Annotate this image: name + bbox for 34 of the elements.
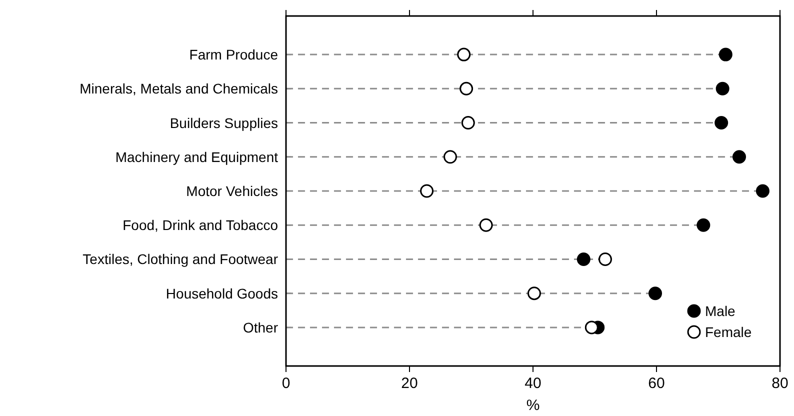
x-tick-label: 40: [524, 375, 542, 392]
y-tick-label: Builders Supplies: [170, 114, 278, 131]
y-tick-label: Farm Produce: [189, 46, 278, 63]
point: [714, 116, 728, 130]
point: [732, 150, 746, 164]
point: [696, 218, 710, 232]
y-tick-label: Other: [242, 319, 278, 336]
point: [598, 252, 612, 266]
y-tick-label: Motor Vehicles: [186, 183, 278, 199]
point: [716, 82, 730, 96]
point: [479, 218, 493, 232]
x-tick-label: 80: [772, 375, 788, 392]
y-tick-label: Textiles, Clothing and Footwear: [82, 251, 278, 268]
point: [718, 48, 732, 62]
y-tick-label: Machinery and Equipment: [115, 148, 278, 165]
point: [460, 82, 474, 96]
x-tick-label: 60: [648, 375, 665, 392]
y-tick-label: Minerals, Metals and Chemicals: [80, 80, 278, 97]
x-tick-label: 0: [282, 375, 290, 392]
legend-label: Male: [705, 303, 736, 319]
y-tick-label: Food, Drink and Tobacco: [122, 217, 278, 234]
point: [461, 116, 475, 130]
y-tick-label: Household Goods: [166, 285, 278, 302]
point: [527, 286, 541, 300]
point: [420, 184, 434, 198]
legend-label: Female: [705, 324, 752, 340]
point: [576, 252, 590, 266]
point: [584, 320, 598, 334]
x-tick-label: 20: [401, 375, 418, 392]
point: [444, 150, 458, 164]
point: [756, 184, 770, 198]
point: [648, 286, 662, 300]
point: [457, 48, 471, 62]
x-axis-title: %: [526, 397, 540, 414]
